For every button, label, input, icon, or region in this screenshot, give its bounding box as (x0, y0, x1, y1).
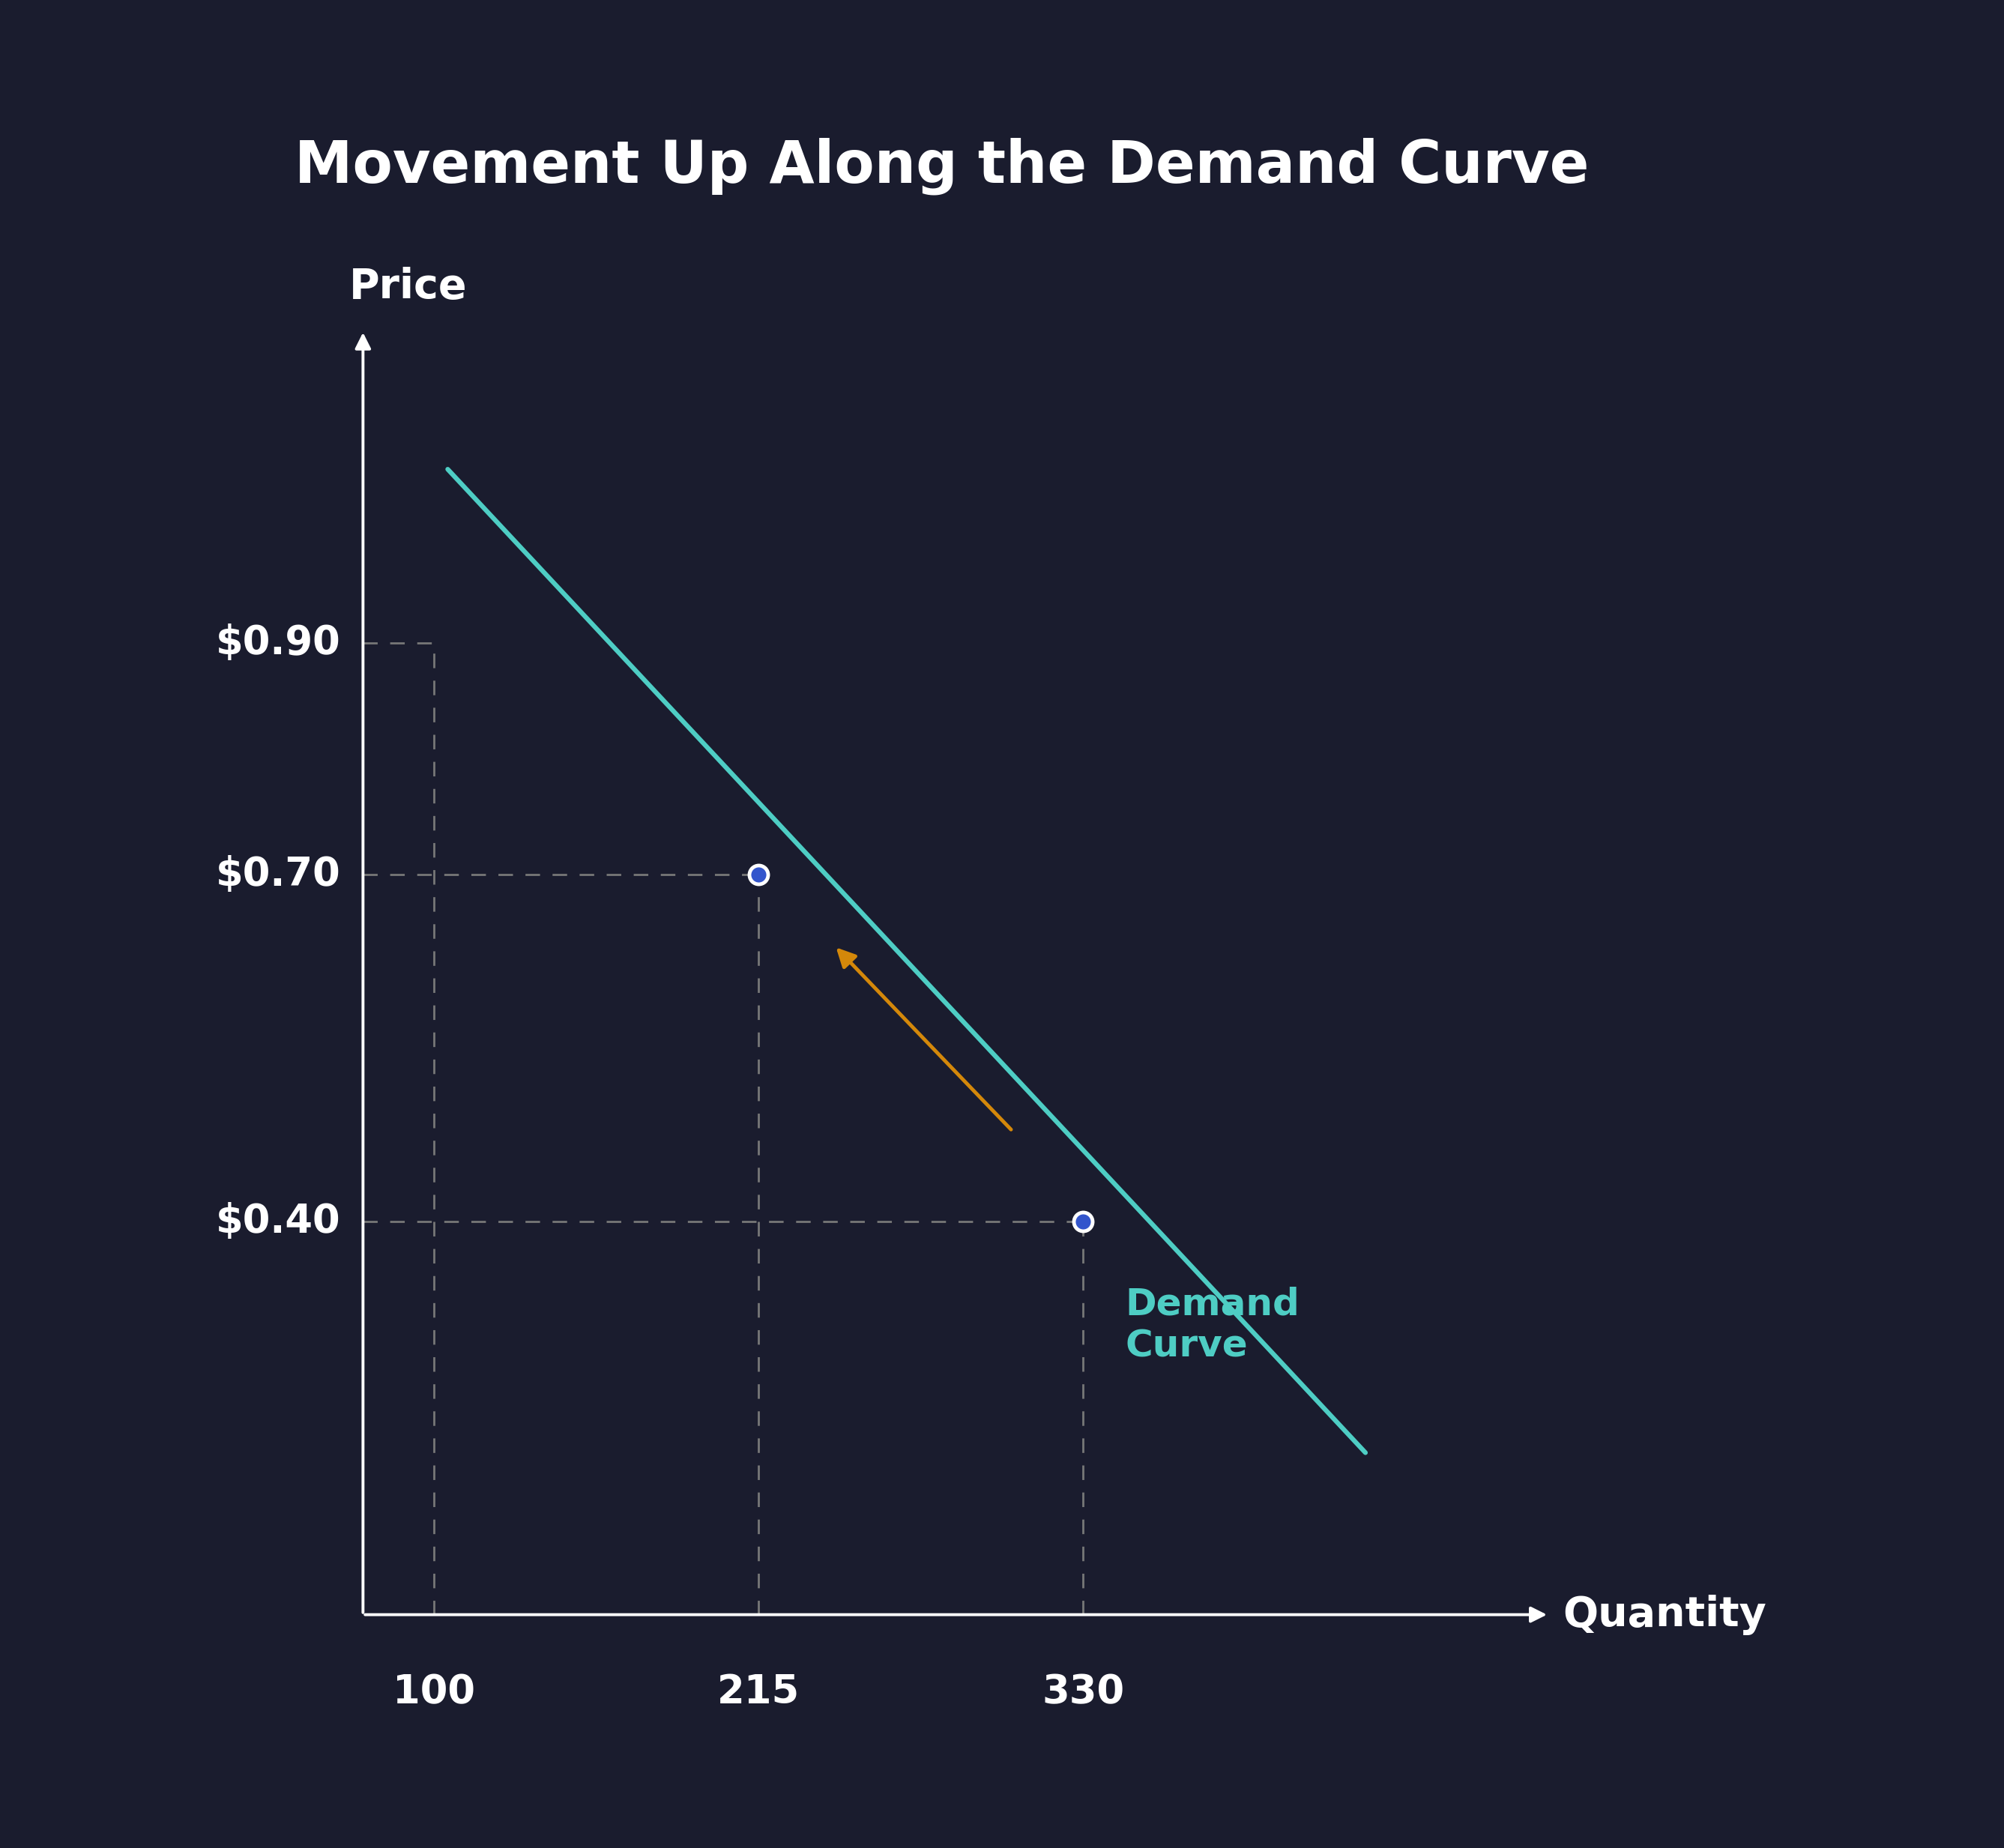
Text: $0.40: $0.40 (216, 1201, 341, 1240)
Point (1066, 1207, 1098, 1236)
Text: Price: Price (349, 266, 467, 307)
Text: 100: 100 (393, 1672, 475, 1711)
Text: $0.90: $0.90 (216, 623, 341, 662)
Text: 215: 215 (717, 1672, 800, 1711)
Text: Movement Up Along the Demand Curve: Movement Up Along the Demand Curve (295, 137, 1589, 196)
Text: $0.70: $0.70 (216, 856, 341, 894)
Point (741, 859, 774, 889)
Text: Demand
Curve: Demand Curve (1126, 1286, 1301, 1364)
Text: 330: 330 (1042, 1672, 1124, 1711)
Text: Quantity: Quantity (1563, 1595, 1768, 1635)
